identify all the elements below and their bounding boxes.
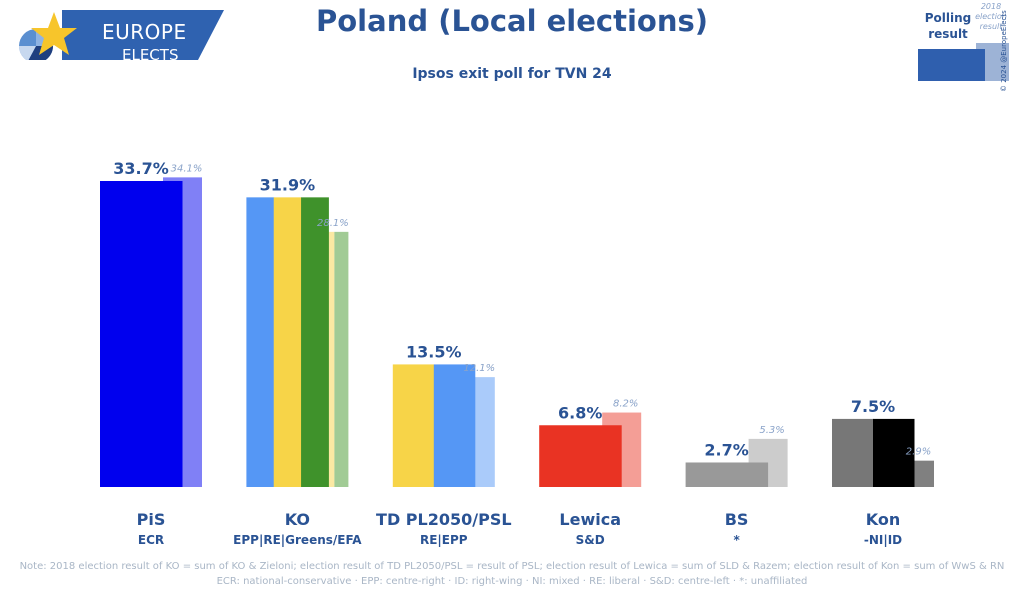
europe-elects-logo: EUROPE ELECTS xyxy=(14,10,224,64)
party-name-lewica: Lewica xyxy=(559,510,621,529)
bar-poll-kon-part-1 xyxy=(832,418,874,487)
legend: Polling result 2018 election result xyxy=(905,0,1024,100)
logo-banner xyxy=(62,10,224,60)
bar-2018-ko-part-2 xyxy=(334,231,349,487)
bar-poll-ko-part-2 xyxy=(273,197,302,487)
value-label-poll-td-pl2050-psl: 13.5% xyxy=(406,342,462,361)
chart-title: Poland (Local elections) xyxy=(316,4,708,38)
logo-text-elects: ELECTS xyxy=(122,46,179,64)
value-label-poll-ko: 31.9% xyxy=(260,175,316,194)
bar-poll-td-pl2050-psl-part-2 xyxy=(433,364,476,487)
chart-subtitle: Ipsos exit poll for TVN 24 xyxy=(412,66,612,82)
legend-2018-label-line1: 2018 xyxy=(980,2,1002,11)
bar-poll-td-pl2050-psl-part-1 xyxy=(392,364,435,487)
legend-2018-label-line2: election xyxy=(975,12,1007,21)
value-label-poll-lewica: 6.8% xyxy=(558,403,602,422)
party-name-ko: KO xyxy=(284,510,311,529)
star-icon xyxy=(31,12,77,55)
party-name-kon: Kon xyxy=(865,510,901,529)
party-group-pis: ECR xyxy=(137,533,165,547)
value-label-2018-lewica: 8.2% xyxy=(613,399,638,410)
legend-polling-label-line1: Polling xyxy=(924,11,972,25)
legend-polling-label-line2: result xyxy=(928,27,968,41)
value-label-2018-ko: 28.1% xyxy=(317,218,349,229)
legend-2018-label-line3: result xyxy=(979,22,1003,31)
party-name-pis: PiS xyxy=(136,510,166,529)
bar-poll-bs xyxy=(685,462,769,487)
bar-poll-lewica xyxy=(539,425,622,487)
bar-poll-ko-part-3 xyxy=(301,197,329,487)
bar-poll-kon-part-2 xyxy=(873,418,915,487)
bar-poll-pis xyxy=(100,181,183,487)
party-group-td-pl2050-psl: RE|EPP xyxy=(419,533,468,547)
value-label-poll-kon: 7.5% xyxy=(851,397,895,416)
party-name-bs: BS xyxy=(724,510,749,529)
logo-text-europe: EUROPE xyxy=(102,20,187,44)
logo-graphic xyxy=(19,10,224,63)
legend-2018-label: 2018 election result xyxy=(971,2,1011,32)
value-label-2018-pis: 34.1% xyxy=(171,163,203,174)
legend-polling-swatch xyxy=(918,49,985,81)
party-group-bs: * xyxy=(733,533,740,547)
bar-2018-ko-part-1 xyxy=(328,231,335,487)
footnote-line-2: ECR: national-conservative · EPP: centre… xyxy=(216,576,808,587)
value-label-poll-pis: 33.7% xyxy=(113,159,169,178)
legend-polling-label: Polling result xyxy=(923,10,973,42)
footnote-line-1: Note: 2018 election result of KO = sum o… xyxy=(19,561,1005,572)
party-group-lewica: S&D xyxy=(575,533,605,547)
party-name-td-pl2050-psl: TD PL2050/PSL xyxy=(376,510,512,529)
value-label-poll-bs: 2.7% xyxy=(704,440,748,459)
party-group-ko: EPP|RE|Greens/EFA xyxy=(233,533,362,547)
value-label-2018-bs: 5.3% xyxy=(759,425,784,436)
bar-poll-ko-part-1 xyxy=(246,197,275,487)
party-group-kon: -NI|ID xyxy=(863,533,903,547)
value-label-2018-kon: 2.9% xyxy=(906,447,931,458)
value-label-2018-td-pl2050-psl: 12.1% xyxy=(463,363,495,374)
